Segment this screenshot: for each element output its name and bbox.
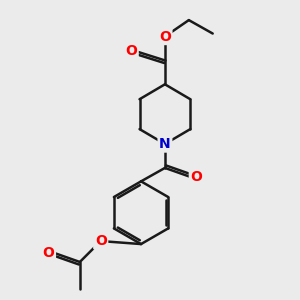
Text: O: O — [159, 29, 171, 44]
Text: O: O — [43, 246, 54, 260]
Text: O: O — [125, 44, 137, 58]
Text: O: O — [190, 170, 202, 184]
Text: N: N — [159, 137, 171, 151]
Text: O: O — [95, 234, 107, 248]
